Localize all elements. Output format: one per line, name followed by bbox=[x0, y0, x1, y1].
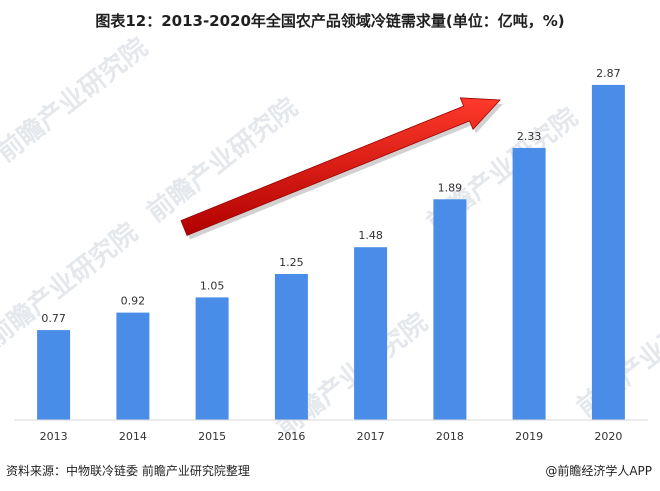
data-label-2020: 2.87 bbox=[596, 67, 621, 80]
x-tick-2015: 2015 bbox=[198, 430, 226, 443]
trend-arrow bbox=[180, 97, 501, 236]
x-tick-2020: 2020 bbox=[594, 430, 622, 443]
x-tick-2017: 2017 bbox=[357, 430, 385, 443]
data-label-2018: 1.89 bbox=[438, 181, 463, 194]
bar-2019 bbox=[512, 147, 546, 420]
x-tick-2018: 2018 bbox=[436, 430, 464, 443]
data-label-2015: 1.05 bbox=[200, 279, 225, 292]
bar-2017 bbox=[354, 247, 388, 420]
x-tick-2013: 2013 bbox=[40, 430, 68, 443]
data-label-2019: 2.33 bbox=[517, 130, 542, 143]
x-tick-2016: 2016 bbox=[277, 430, 305, 443]
bar-2020 bbox=[591, 84, 625, 421]
bar-2014 bbox=[116, 312, 150, 420]
data-label-2016: 1.25 bbox=[279, 256, 304, 269]
data-label-2013: 0.77 bbox=[41, 312, 66, 325]
data-label-2014: 0.92 bbox=[121, 295, 146, 308]
x-tick-2014: 2014 bbox=[119, 430, 147, 443]
bar-2013 bbox=[37, 330, 71, 420]
source-note: 资料来源：中物联冷链委 前瞻产业研究院整理 bbox=[6, 464, 250, 478]
brand-credit: @前瞻经济学人APP bbox=[545, 464, 652, 478]
data-label-2017: 1.48 bbox=[358, 229, 383, 242]
chart-title: 图表12：2013-2020年全国农产品领域冷链需求量(单位：亿吨，%) bbox=[95, 12, 565, 30]
x-tick-2019: 2019 bbox=[515, 430, 543, 443]
bar-2018 bbox=[433, 199, 467, 420]
bar-2016 bbox=[274, 274, 308, 420]
bar-2015 bbox=[195, 297, 229, 420]
